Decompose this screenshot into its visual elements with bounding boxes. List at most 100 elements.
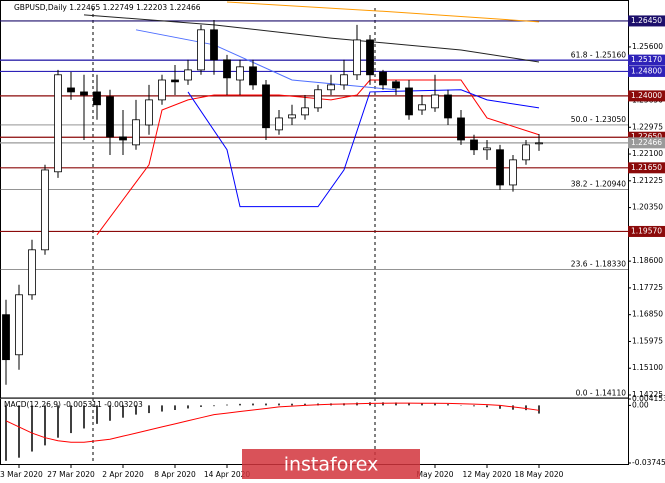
candle-body bbox=[509, 159, 517, 186]
level-label: 1.24800 bbox=[631, 66, 662, 75]
macd-name: MACD(12,26,9) bbox=[4, 400, 61, 409]
candle-body bbox=[379, 71, 387, 86]
y-tick-label: 1.15975 bbox=[632, 336, 663, 345]
y-tick-label: 1.16850 bbox=[632, 310, 663, 319]
macd-value: -0.005311 bbox=[63, 400, 102, 409]
fibonacci-label: 61.8 - 1.25160 bbox=[571, 50, 626, 59]
candle-body bbox=[340, 74, 348, 86]
candle-body bbox=[262, 84, 270, 129]
candle-body bbox=[132, 119, 140, 146]
level-box bbox=[628, 162, 665, 174]
level-box bbox=[628, 137, 665, 149]
level-label: 1.26450 bbox=[631, 16, 662, 25]
y-tick-label: 1.22100 bbox=[632, 149, 663, 158]
candle-body bbox=[496, 149, 504, 186]
x-tick-label: 8 Apr 2020 bbox=[154, 470, 196, 479]
signal-line bbox=[5, 402, 540, 443]
candle-body bbox=[457, 117, 465, 141]
level-box bbox=[628, 65, 665, 77]
y-tick-label: 0.00 bbox=[632, 400, 649, 409]
y-tick-label: 1.22975 bbox=[632, 122, 663, 131]
candle-body bbox=[158, 79, 166, 101]
watermark-band bbox=[242, 449, 420, 479]
candle-body bbox=[145, 99, 153, 126]
header-close: 1.22466 bbox=[169, 3, 200, 12]
candle-body bbox=[483, 147, 491, 151]
candle-body bbox=[327, 84, 335, 91]
x-tick-label: May 2020 bbox=[417, 470, 454, 479]
candle-body bbox=[41, 169, 49, 251]
candle-body bbox=[353, 39, 361, 76]
fibonacci-label: 0.0 - 1.14110 bbox=[576, 389, 627, 398]
header-open: 1.22465 bbox=[69, 3, 100, 12]
candle-body bbox=[535, 142, 543, 145]
y-tick-label: 1.15100 bbox=[632, 363, 663, 372]
y-tick-label: 1.14225 bbox=[632, 390, 663, 399]
level-label: 1.21650 bbox=[631, 163, 662, 172]
fibonacci-label: 23.6 - 1.18330 bbox=[571, 259, 626, 268]
candle-body bbox=[223, 59, 231, 79]
overlay-line bbox=[187, 89, 540, 208]
y-tick-label: 1.17725 bbox=[632, 283, 663, 292]
y-tick-label: 1.20350 bbox=[632, 203, 663, 212]
macd-title: MACD(12,26,9) -0.005311 -0.003203 bbox=[4, 400, 143, 409]
watermark: instaforex bbox=[284, 454, 379, 476]
candle-body bbox=[106, 96, 114, 138]
candle-body bbox=[210, 29, 218, 61]
x-tick-label: 12 May 2020 bbox=[463, 470, 512, 479]
candle-body bbox=[2, 314, 10, 361]
candle-body bbox=[171, 79, 179, 83]
y-tick-label: 1.25600 bbox=[632, 42, 663, 51]
candle-body bbox=[366, 39, 374, 76]
candle-body bbox=[522, 144, 530, 161]
x-tick-label: 2 Apr 2020 bbox=[102, 470, 144, 479]
symbol: GBPUSD,Daily bbox=[14, 3, 67, 12]
candle-body bbox=[184, 69, 192, 81]
level-box bbox=[628, 90, 665, 102]
candle-body bbox=[418, 104, 426, 111]
candle-body bbox=[288, 114, 296, 119]
candle-body bbox=[405, 87, 413, 116]
candle-body bbox=[431, 94, 439, 109]
level-label: 1.22466 bbox=[631, 138, 662, 147]
candle-body bbox=[54, 74, 62, 173]
candle-body bbox=[67, 87, 75, 93]
candle-body bbox=[15, 294, 23, 356]
fibonacci-label: 38.2 - 1.20940 bbox=[571, 180, 626, 189]
level-box bbox=[628, 54, 665, 66]
header-low: 1.22203 bbox=[136, 3, 167, 12]
fibonacci-label: 50.0 - 1.23050 bbox=[571, 115, 626, 124]
level-label: 1.19570 bbox=[631, 226, 662, 235]
candle-body bbox=[93, 91, 101, 106]
candle-body bbox=[28, 249, 36, 296]
x-tick-label: 23 Mar 2020 bbox=[0, 470, 43, 479]
x-tick-label: 27 Mar 2020 bbox=[47, 470, 95, 479]
candle-body bbox=[275, 117, 283, 131]
level-box bbox=[628, 225, 665, 237]
candle-body bbox=[236, 66, 244, 81]
signal-value: -0.003203 bbox=[104, 400, 143, 409]
candle-body bbox=[301, 107, 309, 116]
y-tick-label: -0.037453 bbox=[632, 458, 665, 467]
candle-body bbox=[80, 91, 88, 96]
candle-body bbox=[119, 136, 127, 141]
level-label: 1.25170 bbox=[631, 55, 662, 64]
x-tick-label: 14 Apr 2020 bbox=[204, 470, 251, 479]
candle-body bbox=[314, 89, 322, 109]
level-box bbox=[628, 131, 665, 143]
chart-title: GBPUSD,Daily 1.22465 1.22749 1.22203 1.2… bbox=[14, 3, 201, 12]
x-tick-label: 18 May 2020 bbox=[515, 470, 564, 479]
candle-body bbox=[470, 139, 478, 151]
candle-body bbox=[197, 29, 205, 71]
level-label: 1.24000 bbox=[631, 91, 662, 100]
overlay-line bbox=[83, 14, 540, 63]
level-box bbox=[628, 15, 665, 27]
y-tick-label: 1.21225 bbox=[632, 176, 663, 185]
candle-body bbox=[444, 94, 452, 119]
y-tick-label: 1.18600 bbox=[632, 256, 663, 265]
level-label: 1.22650 bbox=[631, 132, 662, 141]
candle-body bbox=[392, 81, 400, 89]
overlay-line bbox=[226, 1, 540, 23]
